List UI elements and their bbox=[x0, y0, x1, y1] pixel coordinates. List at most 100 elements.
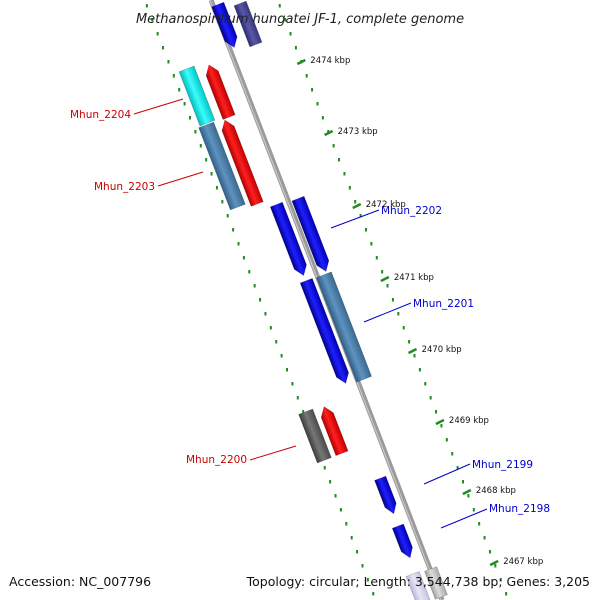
summary-text: Topology: circular; Length: 3,544,738 bp… bbox=[246, 574, 590, 589]
accession-text: Accession: NC_007796 bbox=[9, 574, 151, 589]
guide-dot bbox=[397, 312, 400, 316]
guide-dot bbox=[188, 116, 191, 120]
gene-feature-mhun-2203 bbox=[221, 119, 264, 207]
guide-dot bbox=[199, 144, 202, 148]
guide-dot bbox=[424, 382, 427, 386]
kbp-tick-mark bbox=[435, 418, 445, 426]
guide-dot bbox=[269, 326, 272, 330]
guide-dot bbox=[284, 18, 287, 22]
guide-dot bbox=[316, 102, 319, 106]
gene-label: Mhun_2199 bbox=[472, 459, 533, 471]
guide-dot bbox=[372, 592, 375, 596]
gene-labels: Mhun_2204 Mhun_2203 Mhun_2202 Mhun_2201 Mhun… bbox=[70, 98, 550, 529]
kbp-tick-mark bbox=[380, 275, 390, 283]
gene-label-leader bbox=[330, 209, 380, 229]
guide-dot bbox=[435, 410, 438, 414]
kbp-tick-mark bbox=[324, 129, 334, 137]
guide-dot bbox=[248, 270, 251, 274]
guide-dot bbox=[472, 508, 475, 512]
gene-feature-forward-a bbox=[269, 201, 307, 276]
map-title: Methanospirillum hungatei JF-1, complete… bbox=[136, 12, 464, 27]
kbp-tick-mark bbox=[462, 488, 472, 496]
gene-label-leader bbox=[249, 445, 297, 461]
gene-feature-steel-upper bbox=[198, 121, 246, 211]
guide-dot bbox=[156, 32, 159, 36]
gene-feature-top-forward bbox=[211, 1, 238, 48]
guide-dot bbox=[145, 4, 148, 8]
kbp-tick-mark bbox=[296, 58, 306, 66]
guide-dot bbox=[445, 438, 448, 442]
guide-dot bbox=[338, 158, 341, 162]
guide-dot bbox=[366, 578, 369, 582]
gene-feature-mhun-2201 bbox=[316, 271, 372, 383]
guide-dot bbox=[280, 354, 283, 358]
gene-label: Mhun_2204 bbox=[70, 109, 131, 121]
guide-dot bbox=[418, 368, 421, 372]
guide-dot bbox=[456, 466, 459, 470]
guide-dot bbox=[339, 508, 342, 512]
guide-dot bbox=[151, 18, 154, 22]
guide-dot bbox=[499, 578, 502, 582]
kbp-tick-label: 2471 kbp bbox=[394, 273, 434, 283]
guide-dot bbox=[364, 228, 367, 232]
guide-dot bbox=[178, 88, 181, 92]
kbp-tick-label: 2473 kbp bbox=[338, 127, 378, 137]
kbp-tick-label: 2470 kbp bbox=[422, 345, 462, 355]
guide-dot bbox=[323, 466, 326, 470]
kbp-tick-mark bbox=[408, 347, 418, 355]
guide-dot bbox=[162, 46, 165, 50]
guide-dot bbox=[221, 200, 224, 204]
gene-features bbox=[178, 0, 448, 600]
guide-dot bbox=[494, 564, 497, 568]
guide-dot bbox=[264, 312, 267, 316]
guide-dot bbox=[242, 256, 245, 260]
guide-dot bbox=[359, 214, 362, 218]
guide-dot bbox=[305, 74, 308, 78]
guide-dot bbox=[354, 200, 357, 204]
gene-label-leader bbox=[363, 302, 412, 323]
guide-dot bbox=[345, 522, 348, 526]
guide-dot bbox=[361, 564, 364, 568]
guide-dot bbox=[296, 396, 299, 400]
guide-dot bbox=[237, 242, 240, 246]
guide-dot bbox=[451, 452, 454, 456]
guide-dot bbox=[334, 494, 337, 498]
guide-dot bbox=[172, 74, 175, 78]
guide-dot bbox=[356, 550, 359, 554]
gene-feature-cyan bbox=[178, 65, 216, 127]
gene-label-leader bbox=[133, 98, 184, 115]
kbp-tick-mark bbox=[352, 202, 362, 210]
guide-dot bbox=[226, 214, 229, 218]
guide-dot bbox=[488, 550, 491, 554]
guide-dot bbox=[408, 340, 411, 344]
guide-dot bbox=[289, 32, 292, 36]
guide-dot bbox=[311, 88, 314, 92]
guide-dot bbox=[286, 368, 289, 372]
guide-dot bbox=[462, 480, 465, 484]
guide-dot bbox=[467, 494, 470, 498]
guide-dot bbox=[350, 536, 353, 540]
guide-dot bbox=[402, 326, 405, 330]
guide-dot bbox=[321, 116, 324, 120]
guide-dot bbox=[215, 186, 218, 190]
gene-feature-gray bbox=[298, 408, 332, 464]
gene-label-leader bbox=[423, 463, 471, 485]
guide-dot bbox=[259, 298, 262, 302]
kbp-ticks: 2474 kbp 2473 kbp 2472 kbp 2471 kbp 2470 kbp… bbox=[296, 56, 543, 567]
guide-dot bbox=[478, 522, 481, 526]
kbp-tick-label: 2474 kbp bbox=[310, 56, 350, 66]
guide-dot bbox=[381, 270, 384, 274]
guide-dot bbox=[483, 536, 486, 540]
gene-label: Mhun_2202 bbox=[381, 205, 442, 217]
guide-dot bbox=[278, 4, 281, 8]
guide-dot bbox=[167, 60, 170, 64]
guide-dot bbox=[210, 172, 213, 176]
gene-label: Mhun_2203 bbox=[94, 181, 155, 193]
guide-dot bbox=[348, 186, 351, 190]
guide-dot bbox=[275, 340, 278, 344]
guide-dot bbox=[329, 480, 332, 484]
guide-dot bbox=[375, 256, 378, 260]
gene-feature-mhun-2199 bbox=[374, 475, 397, 515]
gene-label-leader bbox=[440, 508, 488, 529]
